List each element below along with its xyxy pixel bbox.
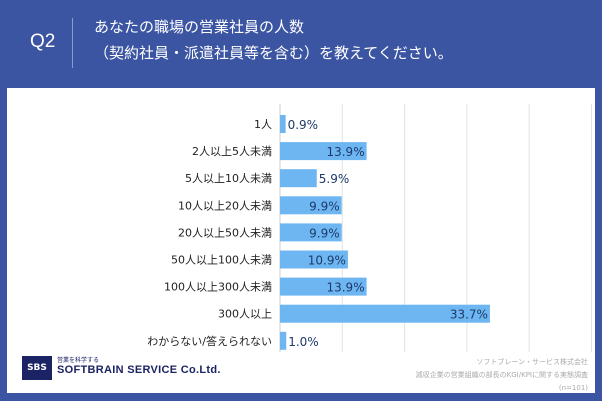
title-line-1: あなたの職場の営業社員の人数: [94, 18, 305, 36]
question-number: Q2: [30, 31, 56, 52]
data-label: 9.9%: [309, 226, 340, 240]
logo-tagline: 営業を科学する: [57, 357, 100, 364]
logo-company-name: SOFTBRAIN SERVICE Co.Ltd.: [57, 364, 221, 376]
source-survey: 減収企業の営業組織の部長のKGI/KPIに関する実態調査: [415, 371, 588, 379]
bar-8: [280, 331, 287, 350]
title-line-2: （契約社員・派遣社員等を含む）を教えてください。: [94, 44, 453, 62]
source-note: ソフトブレーン・サービス株式会社 減収企業の営業組織の部長のKGI/KPIに関す…: [416, 356, 588, 395]
bar-1: [280, 142, 367, 161]
category-label: 2人以上5人未満: [192, 145, 272, 158]
category-label: 10人以上20人未満: [178, 199, 272, 212]
source-company: ソフトブレーン・サービス株式会社: [476, 358, 588, 366]
bar-6: [280, 277, 367, 296]
category-label: 100人以上300人未満: [164, 281, 272, 294]
category-label: 1人: [254, 118, 272, 131]
category-label: わからない/答えられない: [147, 334, 272, 348]
data-label: 1.0%: [288, 335, 319, 349]
bar-5: [280, 250, 348, 269]
bar-7: [280, 304, 490, 323]
category-label: 5人以上10人未満: [185, 172, 272, 185]
question-title: あなたの職場の営業社員の人数 （契約社員・派遣社員等を含む）を教えてください。: [94, 14, 453, 66]
data-label: 13.9%: [326, 145, 364, 159]
data-label: 13.9%: [326, 281, 364, 295]
data-label: 0.9%: [288, 118, 319, 132]
sample-size: (n=101): [558, 384, 588, 392]
sbs-logo: SBS: [22, 356, 52, 380]
data-label: 33.7%: [450, 308, 488, 322]
bar-3: [280, 196, 342, 215]
bar-0: [280, 115, 286, 133]
bar-4: [280, 223, 342, 242]
data-label: 5.9%: [319, 172, 350, 186]
data-label: 10.9%: [308, 254, 346, 268]
bar-2: [280, 169, 317, 188]
category-label: 300人以上: [218, 308, 272, 321]
data-label: 9.9%: [309, 199, 340, 213]
header-divider: [72, 18, 73, 68]
category-label: 20人以上50人未満: [178, 226, 272, 239]
category-label: 50人以上100人未満: [171, 254, 272, 267]
